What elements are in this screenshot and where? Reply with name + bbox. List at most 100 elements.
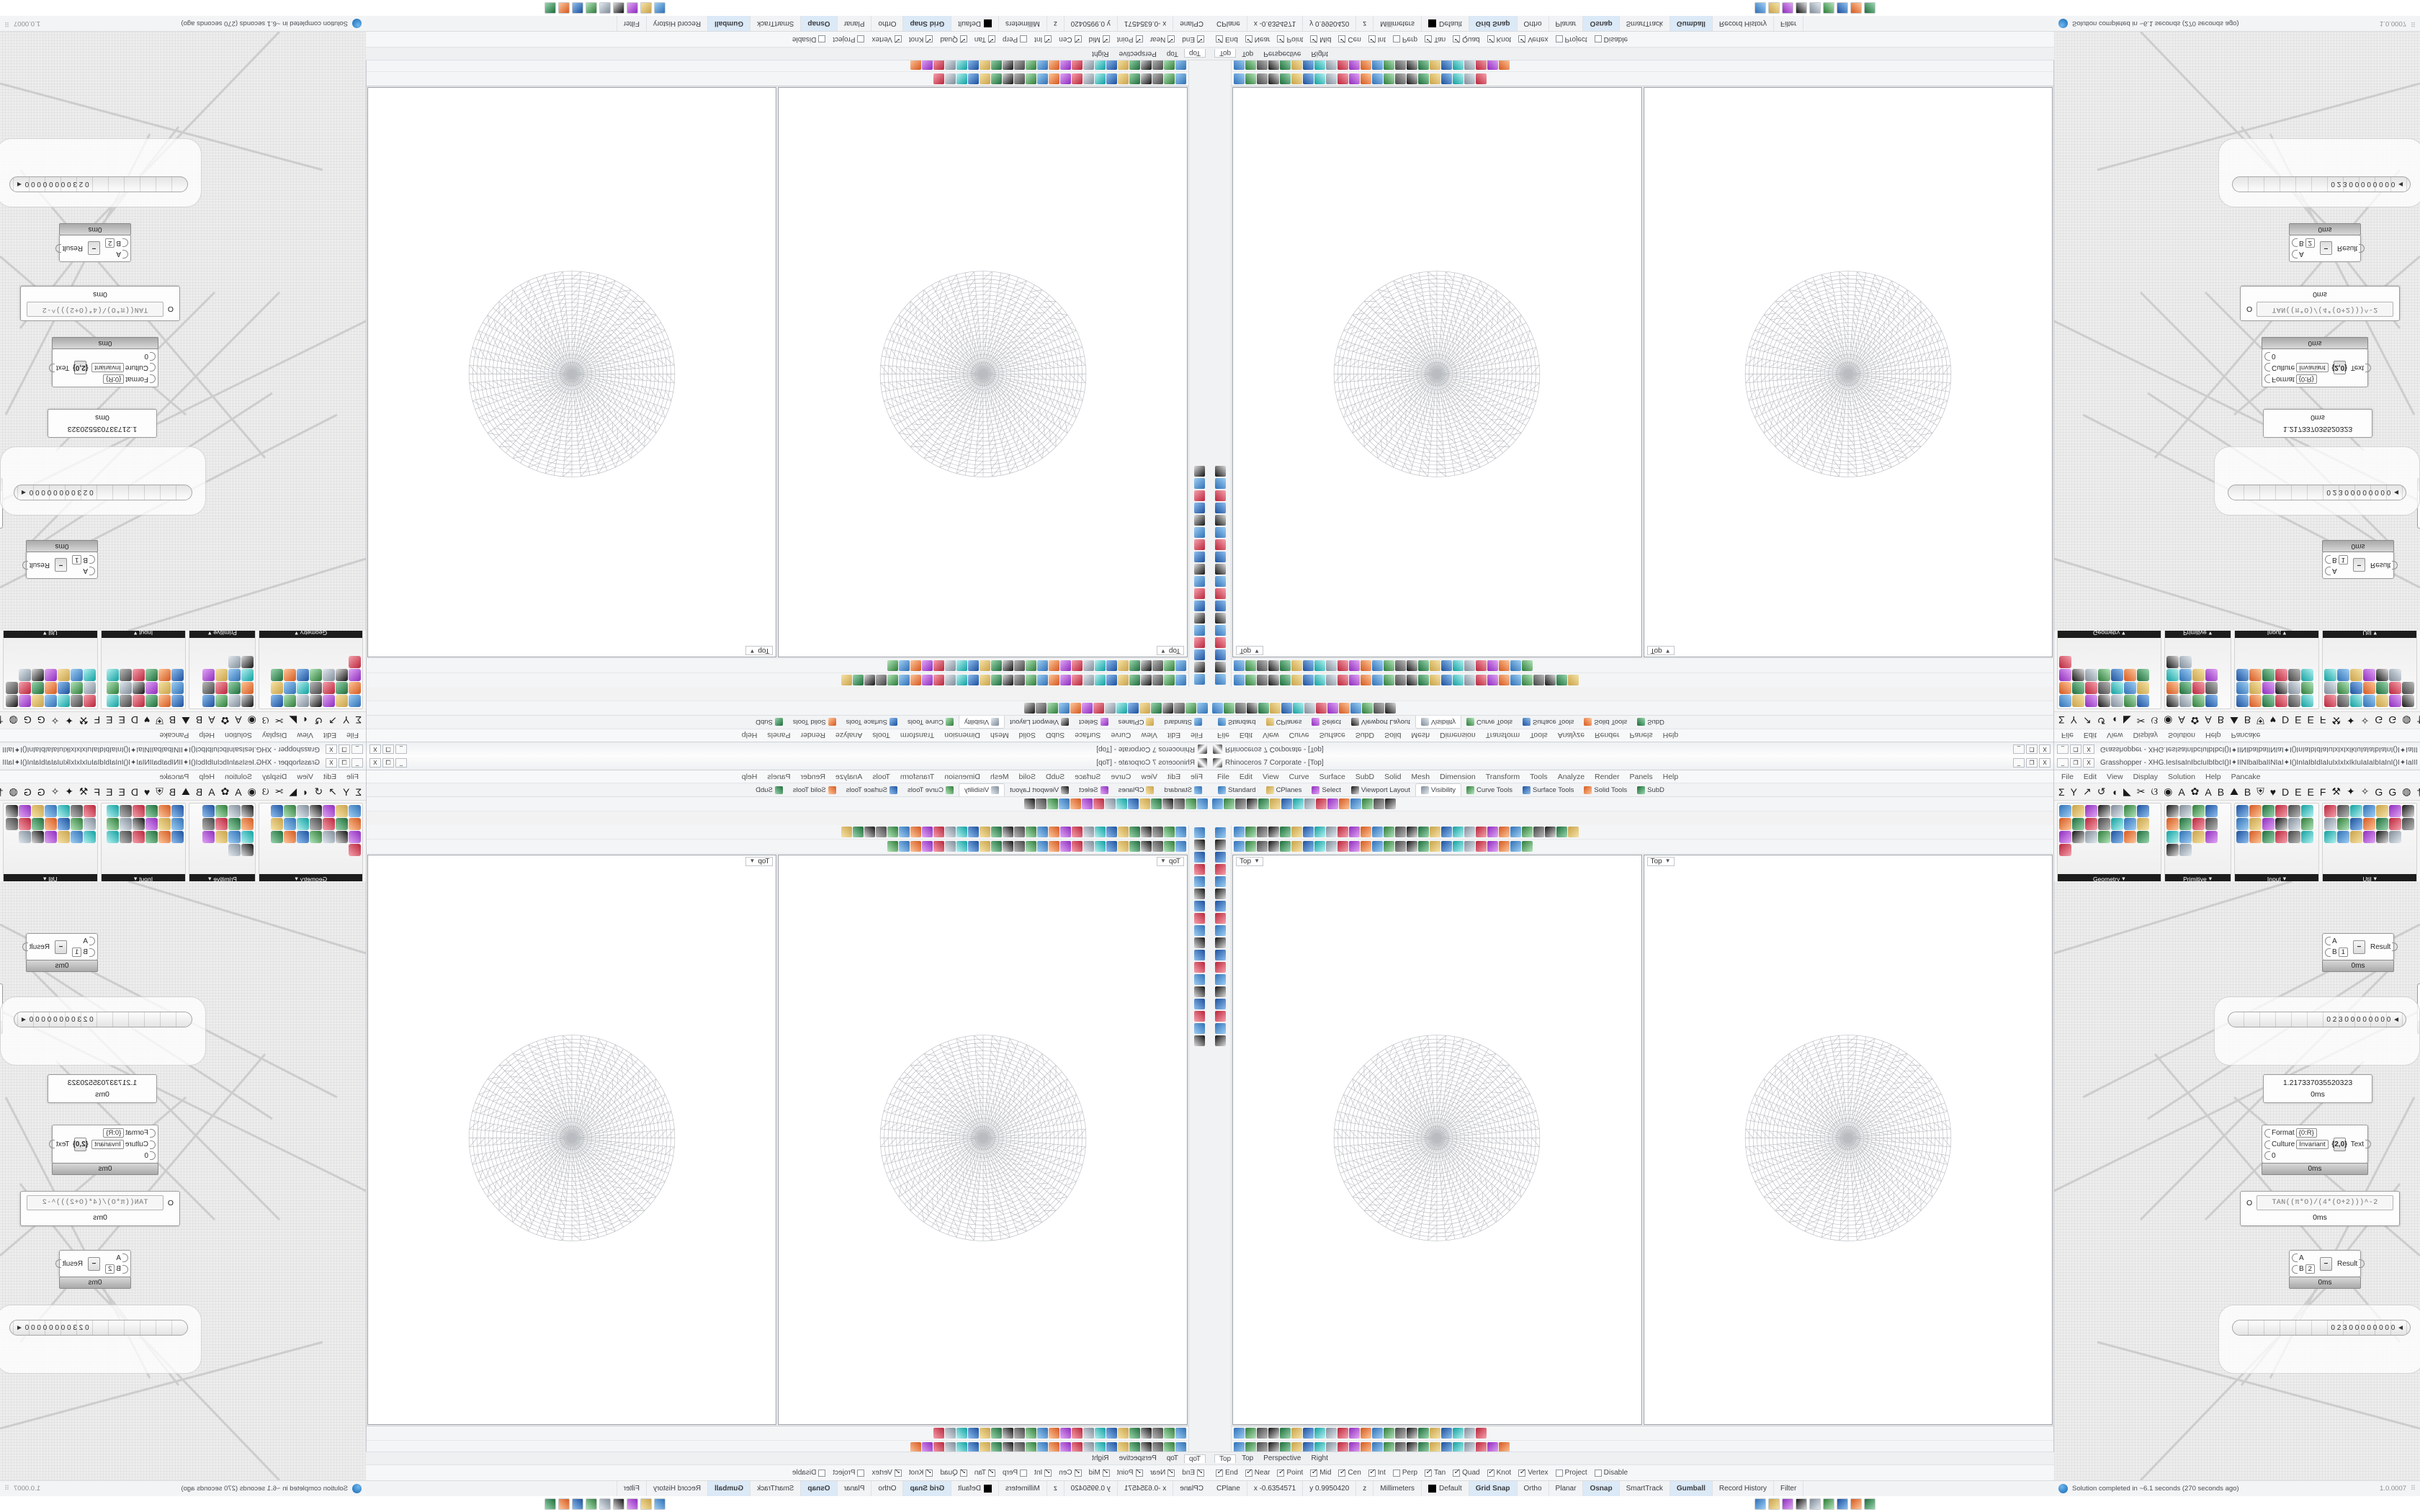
gh-component-icon[interactable]: [2337, 695, 2350, 707]
toolbar-icon[interactable]: [1522, 841, 1533, 852]
gh-output-result[interactable]: Result: [2337, 244, 2365, 253]
close-button[interactable]: X: [2039, 758, 2051, 768]
osnap-perp[interactable]: Perp: [1392, 1469, 1417, 1477]
toolbar-icon[interactable]: [1118, 1428, 1129, 1439]
gh-component-icon[interactable]: [2124, 682, 2136, 694]
gh-component-icon[interactable]: [310, 695, 322, 707]
gh-input-value[interactable]: {0:R}: [103, 1128, 125, 1138]
viewport-label[interactable]: Top ▼: [745, 646, 774, 655]
menu-item-file[interactable]: File: [2061, 731, 2074, 740]
gh-ribbon-tab-11[interactable]: A: [208, 714, 215, 726]
toolbar-tab-cplanes[interactable]: CPlanes: [1261, 783, 1307, 796]
media-icon[interactable]: [627, 1498, 638, 1510]
gh-component-body[interactable]: A B 1− Result: [2322, 933, 2398, 960]
gh-component-icon[interactable]: [202, 682, 215, 694]
gh-ribbon-tab-12[interactable]: B: [2217, 714, 2225, 726]
gh-input-format[interactable]: Format {0:R}: [2264, 374, 2329, 384]
toolbar-icon[interactable]: [1164, 660, 1175, 671]
toolbar-icon[interactable]: [1281, 798, 1292, 809]
gh-ribbon-tab-0[interactable]: Σ: [355, 714, 362, 726]
viewport-tabs[interactable]: Top Top Perspective Right: [1210, 48, 2054, 60]
gh-component-icon[interactable]: [2324, 805, 2337, 817]
input-port-icon[interactable]: [150, 363, 156, 372]
gh-ribbon-tab-15[interactable]: ⛨: [2257, 715, 2264, 726]
notepad-icon[interactable]: [1768, 2, 1780, 14]
gh-component-icon[interactable]: [336, 669, 348, 681]
gh-component-icon[interactable]: [2137, 818, 2149, 830]
gh-component-body[interactable]: A B 1− Result: [22, 933, 98, 960]
osnap-mid[interactable]: Mid: [1310, 35, 1331, 43]
toolbar-icon[interactable]: [1407, 73, 1417, 84]
checkbox-icon[interactable]: [1074, 1469, 1082, 1477]
toolbar-icon[interactable]: [1476, 827, 1487, 837]
gh-ribbon-tab-20[interactable]: F: [2319, 786, 2326, 798]
toolbar-icon[interactable]: [1234, 675, 1245, 685]
gh-component-icon[interactable]: [2389, 818, 2402, 830]
toolbar-icon[interactable]: [968, 827, 979, 837]
gh-ribbon-tab-25[interactable]: G: [2388, 786, 2397, 798]
toolbar-tab-visibility[interactable]: Visibility: [959, 783, 1005, 796]
toolbar-icon[interactable]: [968, 660, 979, 671]
gh-panel-expression-panel[interactable]: O TAN((π*O)/(4*(O+2)))^-2 0ms: [20, 1191, 180, 1226]
side-toolbar-icon[interactable]: [1194, 539, 1205, 550]
gh-menubar[interactable]: File Edit View Display Solution Help Pancake: [2054, 729, 2420, 742]
toolbar-icon[interactable]: [1106, 675, 1117, 685]
menu-item-render[interactable]: Render: [1595, 772, 1620, 781]
gh-component-icon[interactable]: [241, 695, 254, 707]
gh-component-icon[interactable]: [2059, 844, 2071, 856]
gh-component-icon[interactable]: [5, 818, 18, 830]
toolbar-icon[interactable]: [968, 841, 979, 852]
gh-component-icon[interactable]: [297, 818, 309, 830]
menu-item-dimension[interactable]: Dimension: [944, 772, 980, 781]
gh-ribbon-tab-16[interactable]: ♥: [143, 714, 151, 726]
gh-ribbon-tab-9[interactable]: A: [235, 786, 242, 798]
toolbar-icon[interactable]: [1095, 827, 1106, 837]
gh-ribbon-tab-0[interactable]: Σ: [2058, 786, 2065, 798]
toolbar-icon[interactable]: [841, 675, 852, 685]
gh-panel-input[interactable]: Input ▾: [2233, 628, 2320, 709]
viewport-tab-perspective[interactable]: Perspective: [1119, 50, 1157, 58]
gh-component-icon[interactable]: [2236, 682, 2249, 694]
gh-component-icon[interactable]: [2275, 805, 2287, 817]
side-toolbar-icon[interactable]: [1194, 974, 1205, 985]
toolbar-icon[interactable]: [1060, 1428, 1071, 1439]
gh-component-icon[interactable]: [2098, 818, 2110, 830]
viewport-top-right[interactable]: Top ▼: [1643, 87, 2053, 657]
gh-component-icon[interactable]: [2337, 831, 2350, 843]
gh-output-text[interactable]: Text: [2351, 1140, 2372, 1148]
toolbar-icon[interactable]: [1280, 675, 1291, 685]
menu-item-curve[interactable]: Curve: [1289, 772, 1309, 781]
gh-ribbon-tab-21[interactable]: ⚒: [79, 786, 89, 797]
toolbar-icon[interactable]: [1522, 675, 1533, 685]
gh-component-icon[interactable]: [44, 682, 57, 694]
viewport-tab-top[interactable]: Top: [1214, 49, 1237, 58]
gh-component-icon[interactable]: [120, 682, 133, 694]
gh-component-icon[interactable]: [2262, 831, 2275, 843]
toolbar-icon[interactable]: [1430, 827, 1440, 837]
side-toolbar-icon[interactable]: [1215, 1023, 1226, 1034]
viewport-tab-top[interactable]: Top: [1242, 1454, 1254, 1462]
gh-component-icon[interactable]: [120, 669, 133, 681]
gh-component-icon[interactable]: [202, 669, 215, 681]
gh-component-icon[interactable]: [2402, 682, 2415, 694]
checkbox-icon[interactable]: [1310, 1468, 1318, 1477]
gh-number-slider[interactable]: 0 2 3 0 0 0 0 0 0 0 0 ◄: [2228, 1012, 2406, 1027]
gh-component-icon[interactable]: [323, 818, 335, 830]
toolbar-icon[interactable]: [980, 675, 990, 685]
osnap-tan[interactable]: Tan: [1425, 1468, 1446, 1477]
status-toggle-planar[interactable]: Planar: [1549, 1481, 1584, 1496]
toolbar-icon[interactable]: [1152, 841, 1163, 852]
toolbar-icon[interactable]: [1175, 675, 1186, 685]
toolbar-icon[interactable]: [1235, 703, 1246, 714]
gh-ribbon-tab-15[interactable]: ⛨: [156, 786, 163, 797]
checkbox-icon[interactable]: [1245, 1468, 1252, 1477]
input-port-icon[interactable]: [122, 238, 128, 248]
gh-component-icon[interactable]: [271, 818, 283, 830]
toolbar-icon[interactable]: [1072, 841, 1083, 852]
maximize-button[interactable]: ❐: [339, 758, 350, 768]
toolbar-icon[interactable]: [1361, 675, 1371, 685]
gh-panel-input[interactable]: Input ▾: [100, 803, 187, 884]
side-toolbar-icon[interactable]: [1194, 986, 1205, 997]
gh-component-icon[interactable]: [2300, 805, 2313, 817]
